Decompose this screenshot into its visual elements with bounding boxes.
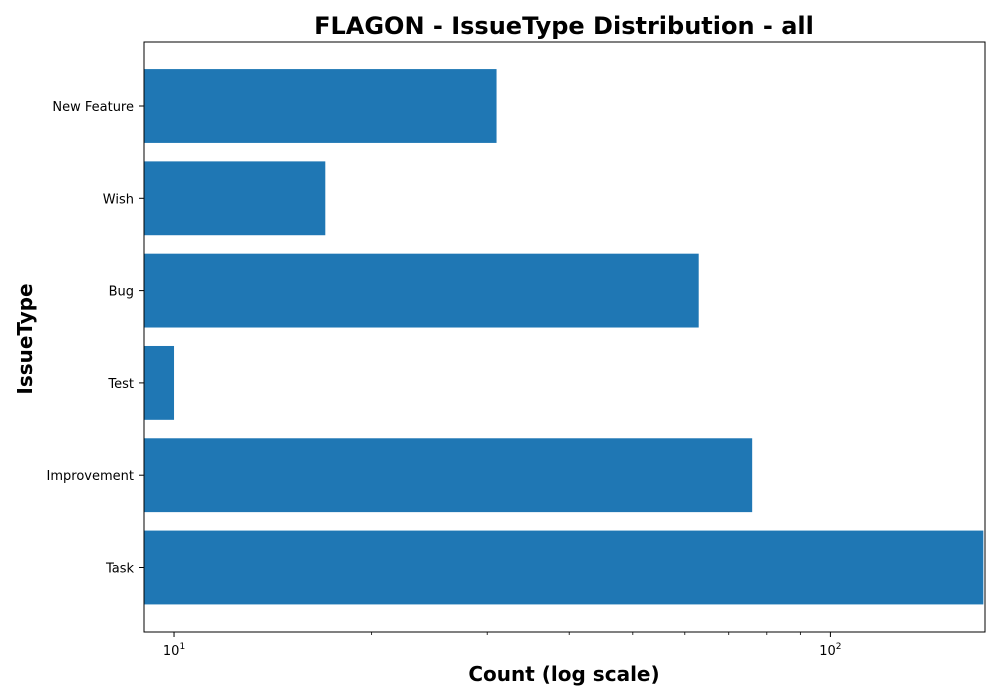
x-tick-label: 101: [163, 642, 185, 659]
bar-new-feature: [144, 69, 497, 143]
y-axis-ticks: New Feature Wish Bug Test Improvement Task: [47, 100, 144, 577]
bars-layer: [144, 69, 984, 605]
bar-test: [144, 345, 175, 420]
y-tick-label: Task: [105, 562, 135, 577]
plot-area-frame: [143, 41, 986, 633]
y-tick-label: Wish: [103, 192, 134, 207]
bar-improvement: [144, 438, 753, 513]
bar-wish: [144, 161, 326, 236]
y-tick-label: New Feature: [52, 100, 134, 115]
x-axis-label: Count (log scale): [468, 662, 659, 686]
y-tick-label: Test: [107, 377, 134, 392]
y-tick-label: Improvement: [47, 469, 134, 484]
bar-bug: [144, 253, 699, 328]
x-tick-label: 102: [819, 642, 841, 659]
chart-title: FLAGON - IssueType Distribution - all: [314, 12, 814, 40]
y-tick-label: Bug: [109, 285, 134, 300]
x-axis-ticks: 101 102: [163, 632, 842, 659]
y-axis-label: IssueType: [13, 283, 37, 394]
bar-task: [144, 530, 984, 605]
